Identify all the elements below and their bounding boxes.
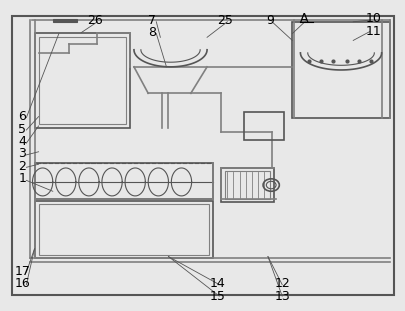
Bar — [34, 33, 130, 128]
Text: 17: 17 — [14, 265, 30, 278]
Text: 5: 5 — [18, 123, 26, 136]
Text: 1: 1 — [18, 172, 26, 185]
Bar — [38, 204, 209, 255]
Text: 7: 7 — [148, 14, 156, 27]
Text: 15: 15 — [209, 290, 225, 303]
Bar — [38, 37, 126, 124]
Text: 11: 11 — [365, 25, 380, 38]
Text: 3: 3 — [18, 147, 26, 160]
Text: A: A — [300, 12, 308, 25]
Text: 8: 8 — [148, 26, 156, 39]
Text: 16: 16 — [15, 277, 30, 290]
Bar — [34, 201, 213, 258]
Text: 12: 12 — [274, 277, 289, 290]
Text: 26: 26 — [87, 14, 103, 27]
Bar — [243, 112, 284, 140]
Text: 10: 10 — [364, 12, 381, 25]
Text: 2: 2 — [18, 160, 26, 173]
Bar — [34, 163, 213, 199]
Text: 9: 9 — [265, 14, 273, 27]
Text: 25: 25 — [217, 14, 233, 27]
Text: 13: 13 — [274, 290, 289, 303]
Bar — [53, 19, 77, 22]
Text: 14: 14 — [209, 277, 224, 290]
Bar — [225, 171, 269, 199]
Bar — [221, 168, 273, 202]
Bar — [292, 22, 389, 118]
Text: 6: 6 — [18, 110, 26, 123]
Text: 4: 4 — [18, 135, 26, 148]
